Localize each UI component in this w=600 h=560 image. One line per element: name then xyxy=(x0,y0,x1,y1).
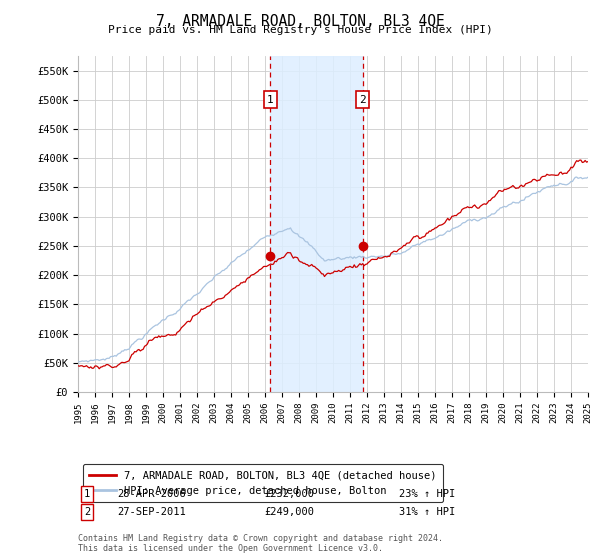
Text: 2: 2 xyxy=(84,507,90,517)
Text: £232,000: £232,000 xyxy=(264,489,314,499)
Text: 27-SEP-2011: 27-SEP-2011 xyxy=(117,507,186,517)
Legend: 7, ARMADALE ROAD, BOLTON, BL3 4QE (detached house), HPI: Average price, detached: 7, ARMADALE ROAD, BOLTON, BL3 4QE (detac… xyxy=(83,464,443,502)
Text: £249,000: £249,000 xyxy=(264,507,314,517)
Text: 7, ARMADALE ROAD, BOLTON, BL3 4QE: 7, ARMADALE ROAD, BOLTON, BL3 4QE xyxy=(155,14,445,29)
Bar xyxy=(271,56,362,392)
Text: 2: 2 xyxy=(359,95,366,105)
Text: 1: 1 xyxy=(84,489,90,499)
Text: 23% ↑ HPI: 23% ↑ HPI xyxy=(399,489,455,499)
Text: 31% ↑ HPI: 31% ↑ HPI xyxy=(399,507,455,517)
Text: Contains HM Land Registry data © Crown copyright and database right 2024.
This d: Contains HM Land Registry data © Crown c… xyxy=(78,534,443,553)
Text: 28-APR-2006: 28-APR-2006 xyxy=(117,489,186,499)
Text: Price paid vs. HM Land Registry's House Price Index (HPI): Price paid vs. HM Land Registry's House … xyxy=(107,25,493,35)
Text: 1: 1 xyxy=(267,95,274,105)
